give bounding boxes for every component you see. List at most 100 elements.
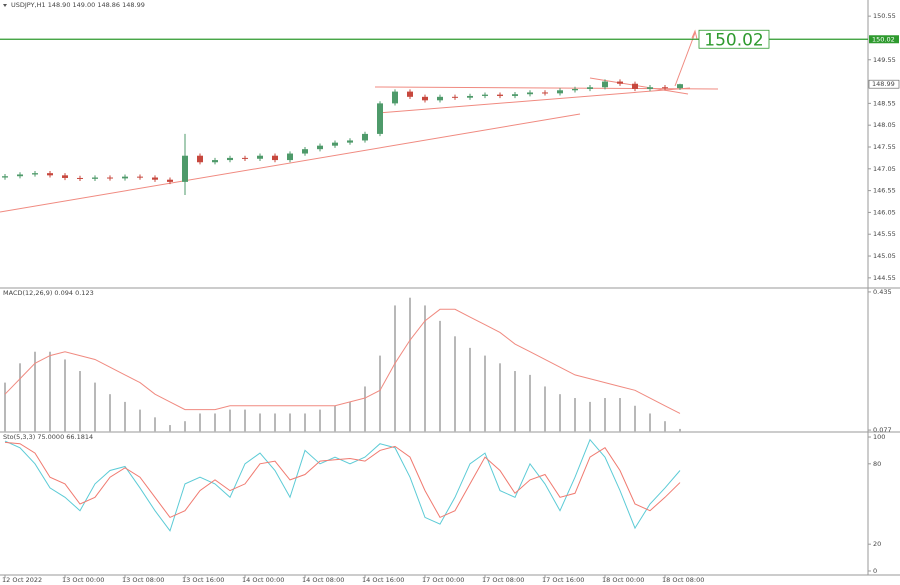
histogram-bar bbox=[199, 413, 201, 432]
histogram-bar bbox=[34, 351, 36, 432]
histogram-bar bbox=[124, 401, 126, 432]
histogram-bar bbox=[19, 363, 21, 432]
histogram-bar bbox=[79, 371, 81, 432]
level-box-label: 150.02 bbox=[704, 30, 763, 50]
y-tick-label: 145.55 bbox=[873, 230, 896, 238]
candle-body bbox=[2, 176, 8, 178]
histogram-bar bbox=[334, 405, 336, 432]
histogram-bar bbox=[439, 320, 441, 432]
histogram-bar bbox=[619, 398, 621, 432]
y-tick-label: 147.55 bbox=[873, 143, 896, 151]
candle-body bbox=[482, 94, 488, 96]
candle-body bbox=[182, 155, 188, 182]
histogram-bar bbox=[604, 398, 606, 432]
candle-body bbox=[497, 94, 503, 96]
x-tick-label: 12 Oct 2022 bbox=[2, 576, 42, 584]
candle-body bbox=[287, 153, 293, 161]
histogram-bar bbox=[4, 382, 6, 432]
last-price-label: 148.99 bbox=[872, 80, 895, 88]
histogram-bar bbox=[574, 398, 576, 432]
candle-body bbox=[302, 149, 308, 154]
candle-body bbox=[332, 142, 338, 146]
x-tick-label: 17 Oct 00:00 bbox=[422, 576, 464, 584]
histogram-bar bbox=[184, 421, 186, 432]
candle-body bbox=[437, 96, 443, 101]
histogram-bar bbox=[349, 401, 351, 432]
menu-icon[interactable] bbox=[3, 4, 7, 7]
candle-body bbox=[422, 96, 428, 101]
histogram-bar bbox=[49, 351, 51, 432]
candle-body bbox=[257, 155, 263, 159]
candle-body bbox=[152, 177, 158, 180]
candle-body bbox=[602, 81, 608, 88]
y-tick-label: 146.55 bbox=[873, 187, 896, 195]
y-tick-label: 148.55 bbox=[873, 99, 896, 107]
candle-body bbox=[467, 95, 473, 98]
trend-line bbox=[374, 86, 719, 90]
trend-line bbox=[377, 87, 691, 114]
x-tick-label: 18 Oct 08:00 bbox=[662, 576, 704, 584]
trend-line bbox=[589, 77, 689, 95]
y-tick-label: 147.05 bbox=[873, 165, 896, 173]
histogram-bar bbox=[454, 336, 456, 432]
y-tick-label: 145.05 bbox=[873, 252, 896, 260]
y-tick-label: 20 bbox=[873, 540, 881, 548]
candle-body bbox=[197, 155, 203, 163]
histogram-bar bbox=[394, 305, 396, 432]
stoch-title: Sto(5,3,3) 75.0000 66.1814 bbox=[3, 433, 93, 441]
level-tag bbox=[869, 35, 899, 44]
x-tick-label: 14 Oct 16:00 bbox=[362, 576, 404, 584]
candle-body bbox=[452, 96, 458, 98]
x-tick-label: 18 Oct 00:00 bbox=[602, 576, 644, 584]
x-tick-label: 14 Oct 00:00 bbox=[242, 576, 284, 584]
histogram-bar bbox=[229, 409, 231, 432]
candle-body bbox=[557, 90, 563, 94]
histogram-bar bbox=[109, 394, 111, 432]
histogram-bar bbox=[214, 413, 216, 432]
x-tick-label: 17 Oct 16:00 bbox=[542, 576, 584, 584]
histogram-bar bbox=[409, 297, 411, 432]
candle-body bbox=[572, 88, 578, 91]
candle-body bbox=[272, 155, 278, 161]
histogram-bar bbox=[154, 417, 156, 432]
histogram-bar bbox=[679, 428, 681, 432]
y-tick-label: 0 bbox=[873, 567, 877, 575]
candle-body bbox=[167, 179, 173, 182]
arrow-line bbox=[674, 32, 696, 87]
candle-body bbox=[122, 176, 128, 179]
histogram-bar bbox=[94, 382, 96, 432]
candle-body bbox=[407, 91, 413, 97]
y-tick-label: 144.55 bbox=[873, 274, 896, 282]
macd-title: MACD(12,26,9) 0.094 0.123 bbox=[3, 289, 94, 297]
y-tick-label: 0.435 bbox=[873, 288, 892, 296]
candle-body bbox=[47, 173, 53, 176]
candle-body bbox=[317, 145, 323, 150]
candle-body bbox=[647, 87, 653, 89]
histogram-bar bbox=[664, 421, 666, 432]
histogram-bar bbox=[469, 347, 471, 432]
x-tick-label: 17 Oct 08:00 bbox=[482, 576, 524, 584]
price-title: USDJPY,H1 148.90 149.00 148.86 148.99 bbox=[11, 1, 145, 9]
candle-body bbox=[677, 84, 683, 89]
histogram-bar bbox=[259, 413, 261, 432]
series-line bbox=[4, 441, 681, 519]
histogram-bar bbox=[319, 409, 321, 432]
histogram-bar bbox=[169, 425, 171, 432]
histogram-bar bbox=[484, 355, 486, 432]
x-tick-label: 13 Oct 08:00 bbox=[122, 576, 164, 584]
candle-body bbox=[92, 177, 98, 179]
candle-body bbox=[77, 177, 83, 179]
candle-body bbox=[107, 177, 113, 179]
histogram-bar bbox=[544, 386, 546, 432]
histogram-bar bbox=[649, 413, 651, 432]
arrow-head bbox=[691, 29, 698, 40]
candle-body bbox=[137, 176, 143, 178]
x-tick-label: 13 Oct 16:00 bbox=[182, 576, 224, 584]
y-tick-label: 0.077 bbox=[873, 426, 892, 434]
x-tick-label: 13 Oct 00:00 bbox=[62, 576, 104, 584]
histogram-bar bbox=[514, 371, 516, 432]
candle-body bbox=[632, 83, 638, 89]
candle-body bbox=[542, 92, 548, 94]
histogram-bar bbox=[529, 374, 531, 432]
y-tick-label: 149.55 bbox=[873, 56, 896, 64]
